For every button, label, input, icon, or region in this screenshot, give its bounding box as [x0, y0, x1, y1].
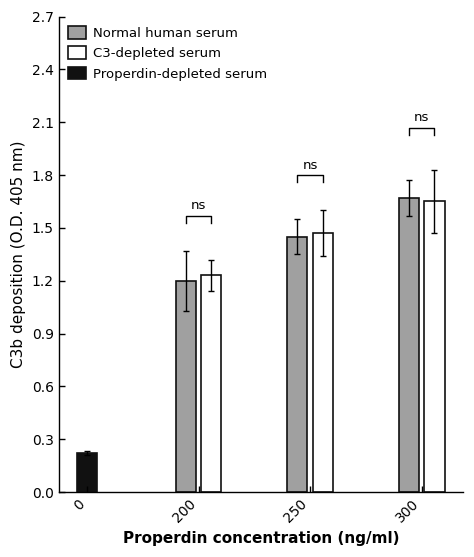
Legend: Normal human serum, C3-depleted serum, Properdin-depleted serum: Normal human serum, C3-depleted serum, P… [65, 23, 270, 83]
Bar [399, 198, 419, 492]
Bar [287, 237, 307, 492]
Text: ns: ns [414, 111, 429, 124]
Y-axis label: C3b deposition (O.D. 405 nm): C3b deposition (O.D. 405 nm) [11, 140, 26, 368]
Bar [77, 453, 97, 492]
Bar [424, 202, 445, 492]
X-axis label: Properdin concentration (ng/ml): Properdin concentration (ng/ml) [122, 531, 399, 546]
Bar [313, 233, 333, 492]
Text: ns: ns [302, 159, 318, 172]
Text: ns: ns [191, 199, 206, 212]
Bar [176, 281, 196, 492]
Bar [201, 276, 221, 492]
